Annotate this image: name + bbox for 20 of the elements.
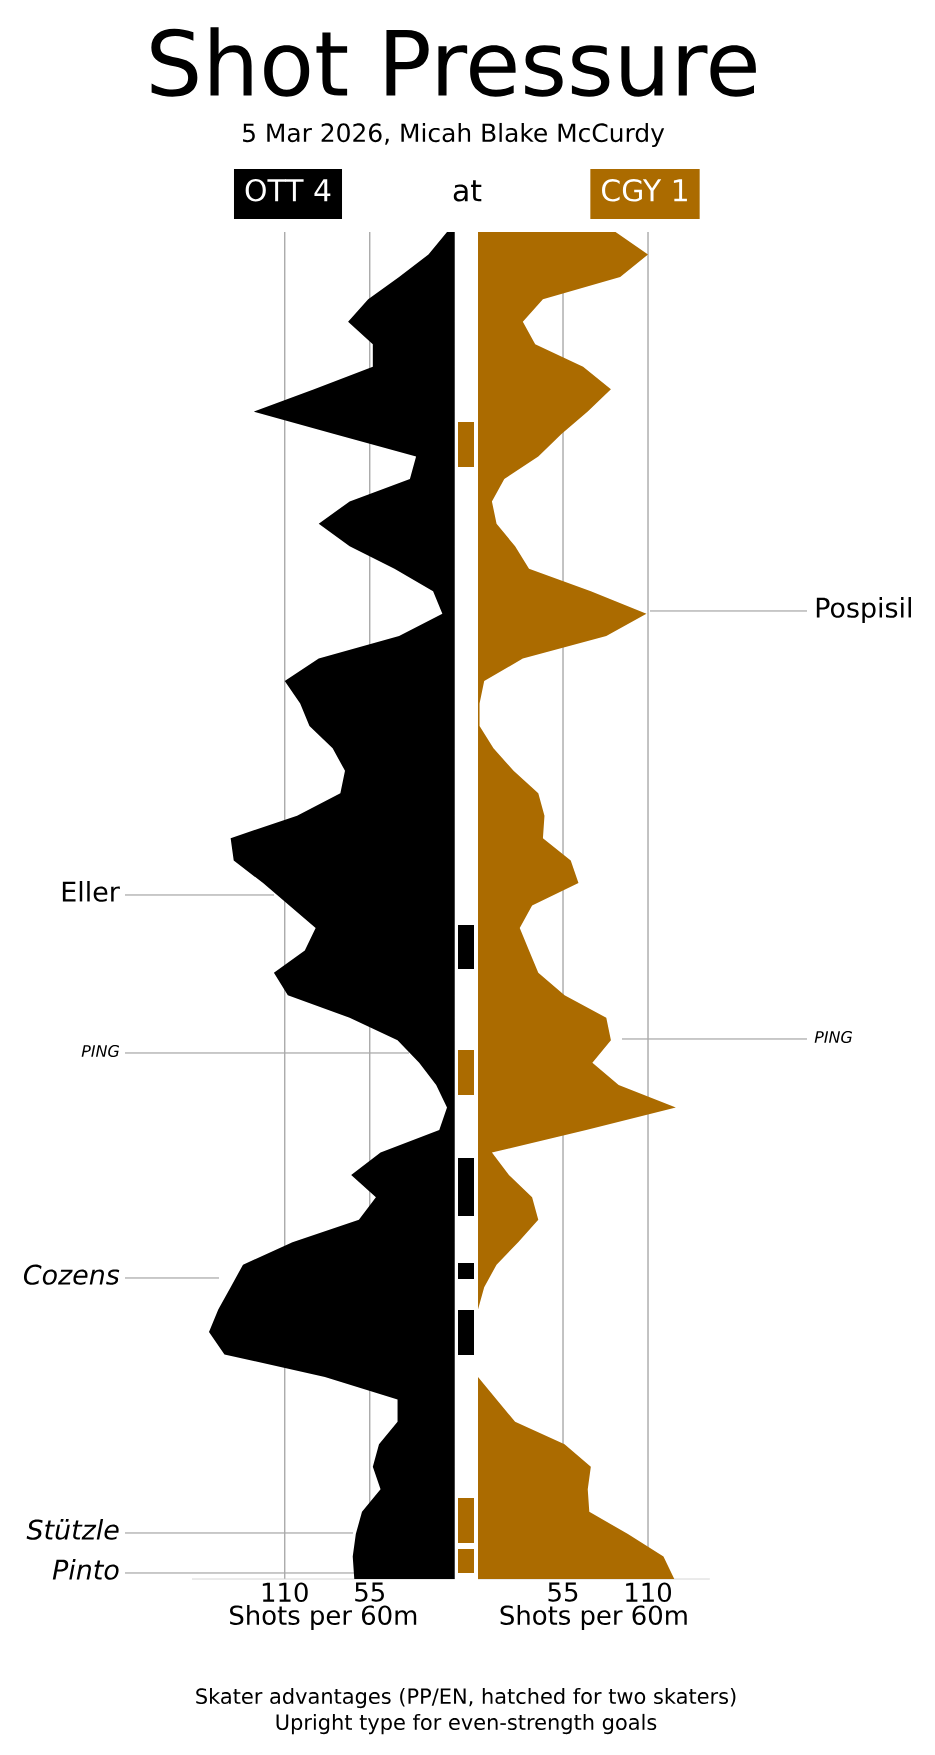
text: OTT 4 (245, 178, 331, 202)
text: PING (81, 1044, 120, 1058)
text: Skater advantages (PP/EN, hatched for two skaters) (196, 1687, 736, 1709)
text: at (453, 180, 482, 202)
text: PING (814, 1030, 853, 1044)
chart-title: Shot Pressure (151, 27, 756, 97)
text: Upright type for even-strength goals (276, 1713, 657, 1735)
x-tick-label: 55 (548, 1582, 578, 1602)
text: Eller (62, 881, 120, 902)
text: Cozens (23, 1264, 120, 1285)
x-tick-label: 55 (355, 1582, 384, 1602)
x-tick-label: 110 (262, 1582, 308, 1603)
x-axis-title: Shots per 60m (500, 1604, 687, 1631)
text: Pinto (52, 1559, 119, 1580)
text: Pospisil (816, 597, 911, 624)
chart-subtitle: 5 Mar 2026, Micah Blake McCurdy (243, 122, 665, 148)
x-axis-title: Shots per 60m (230, 1604, 417, 1631)
text: Stützle (26, 1519, 119, 1540)
series-label: CGY 1 (602, 178, 687, 202)
x-tick-label: 110 (626, 1582, 672, 1603)
